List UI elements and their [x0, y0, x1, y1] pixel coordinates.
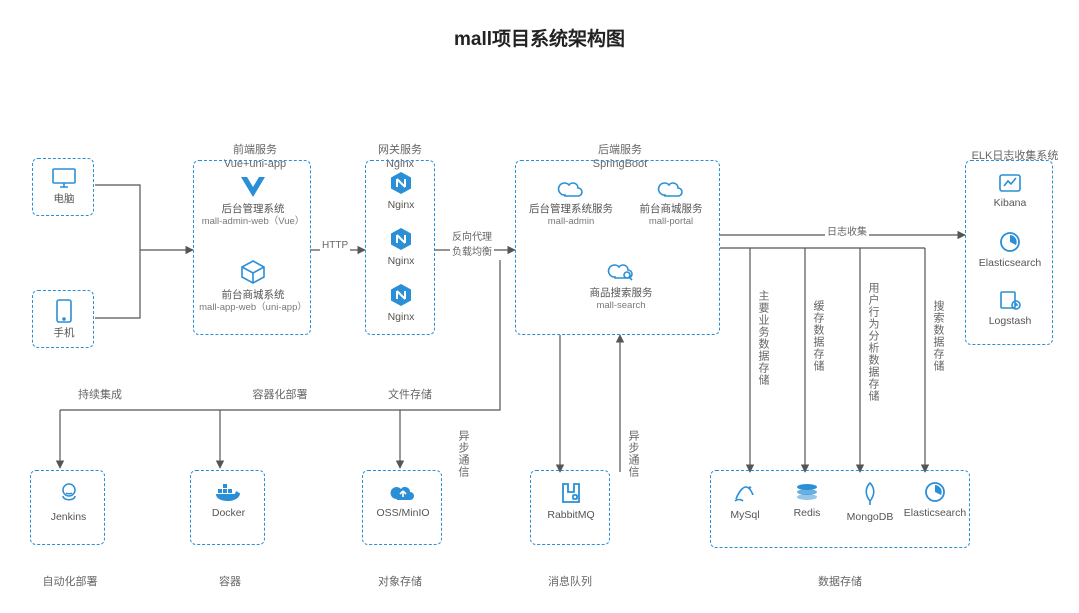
docker-label: Docker — [191, 507, 266, 520]
kibana-icon — [966, 173, 1054, 193]
fe-app-sub: mall-app-web（uni-app） — [194, 302, 312, 314]
cloud-search-icon — [576, 261, 666, 283]
gateway-box: Nginx Nginx Nginx — [365, 160, 435, 335]
nginx-icon — [366, 283, 436, 307]
elk-box: Kibana Elasticsearch Logstash — [965, 160, 1053, 345]
oss-label: OSS/MinIO — [363, 507, 443, 520]
logstash-icon — [966, 289, 1054, 311]
edge-proxy: 反向代理 负载均衡 — [450, 228, 494, 258]
edge-mongo: 用户行为分析数据存储 — [865, 282, 881, 402]
docker-box: Docker — [190, 470, 265, 545]
rabbit-label: RabbitMQ — [531, 509, 611, 522]
be-search-sub: mall-search — [576, 300, 666, 312]
elk-es: Elasticsearch — [966, 257, 1054, 270]
be-portal-sub: mall-portal — [626, 216, 716, 228]
edge-log: 日志收集 — [825, 223, 869, 238]
redis-label: Redis — [777, 507, 837, 520]
frontend-box: 后台管理系统 mall-admin-web（Vue） 前台商城系统 mall-a… — [193, 160, 311, 335]
label-ci: 持续集成 — [70, 388, 130, 402]
label-datastore: 数据存储 — [810, 575, 870, 589]
elk-logstash: Logstash — [966, 315, 1054, 328]
elk-kibana: Kibana — [966, 197, 1054, 210]
monitor-icon — [33, 167, 95, 189]
label-objstore: 对象存储 — [370, 575, 430, 589]
diagram-title: mall项目系统架构图 — [0, 24, 1079, 51]
nginx-icon — [366, 171, 436, 195]
client-phone-box: 手机 — [32, 290, 94, 348]
label-file: 文件存储 — [380, 388, 440, 402]
label-containerL: 容器 — [200, 575, 260, 589]
cloud-up-icon — [363, 481, 443, 503]
ds-es-label: Elasticsearch — [901, 507, 969, 520]
rabbitmq-icon — [531, 481, 611, 505]
jenkins-icon — [31, 481, 106, 507]
backend-box: 后台管理系统服务 mall-admin 前台商城服务 mall-portal 商… — [515, 160, 720, 335]
jenkins-label: Jenkins — [31, 511, 106, 524]
label-mq: 消息队列 — [540, 575, 600, 589]
cloud-icon — [526, 179, 616, 199]
edge-async1: 异步通信 — [455, 430, 471, 478]
client-phone-label: 手机 — [33, 327, 95, 340]
jenkins-box: Jenkins — [30, 470, 105, 545]
client-pc-label: 电脑 — [33, 193, 95, 206]
mongo-icon — [839, 481, 901, 507]
edge-http: HTTP — [320, 240, 350, 251]
nginx-3: Nginx — [366, 311, 436, 324]
edge-mysql: 主要业务数据存储 — [755, 290, 771, 386]
be-portal-title: 前台商城服务 — [626, 203, 716, 216]
cube-icon — [194, 259, 312, 285]
mysql-icon — [715, 481, 775, 505]
fe-app-title: 前台商城系统 — [194, 289, 312, 302]
rabbit-box: RabbitMQ — [530, 470, 610, 545]
edge-redis: 缓存数据存储 — [810, 300, 826, 372]
nginx-2: Nginx — [366, 255, 436, 268]
elastic-icon — [966, 231, 1054, 253]
fe-admin-sub: mall-admin-web（Vue） — [194, 216, 312, 228]
label-container: 容器化部署 — [240, 388, 320, 402]
edge-async2: 异步通信 — [625, 430, 641, 478]
oss-box: OSS/MinIO — [362, 470, 442, 545]
client-pc-box: 电脑 — [32, 158, 94, 216]
docker-icon — [191, 481, 266, 503]
phone-icon — [33, 299, 95, 323]
cloud-icon — [626, 179, 716, 199]
be-admin-sub: mall-admin — [526, 216, 616, 228]
mongo-label: MongoDB — [839, 511, 901, 524]
nginx-1: Nginx — [366, 199, 436, 212]
vue-icon — [194, 175, 312, 199]
mysql-label: MySql — [715, 509, 775, 522]
label-autodeploy: 自动化部署 — [30, 575, 110, 589]
edge-es: 搜索数据存储 — [930, 300, 946, 372]
datastore-box: MySql Redis MongoDB Elasticsearch — [710, 470, 970, 548]
be-search-title: 商品搜索服务 — [576, 287, 666, 300]
redis-icon — [777, 481, 837, 503]
fe-admin-title: 后台管理系统 — [194, 203, 312, 216]
nginx-icon — [366, 227, 436, 251]
elastic-icon — [901, 481, 969, 503]
be-admin-title: 后台管理系统服务 — [526, 203, 616, 216]
